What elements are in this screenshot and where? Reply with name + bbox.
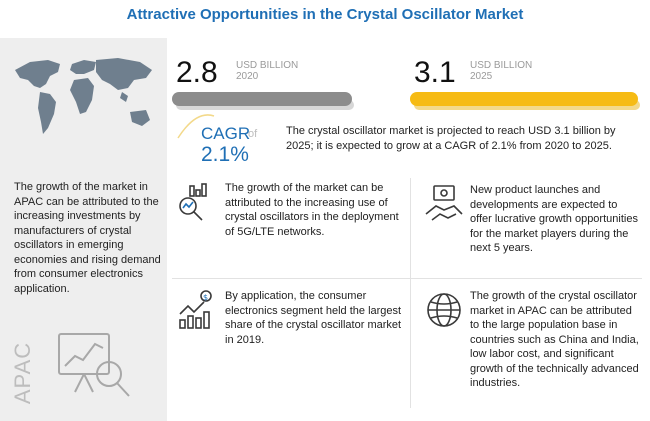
card-apac-growth: The growth of the crystal oscillator mar… bbox=[470, 290, 639, 389]
market-unit-2025: USD BILLION 2025 bbox=[470, 60, 532, 82]
horizontal-divider bbox=[172, 278, 642, 279]
market-value-2025: 3.1 bbox=[414, 56, 456, 89]
year-label-2020: 2020 bbox=[236, 71, 259, 82]
left-panel-text: The growth of the market in APAC can be … bbox=[14, 181, 161, 295]
unit-label-2025: USD BILLION bbox=[470, 60, 533, 71]
page-title: Attractive Opportunities in the Crystal … bbox=[126, 6, 524, 23]
year-label-2025: 2025 bbox=[470, 71, 493, 82]
decorative-arc bbox=[177, 114, 215, 139]
handshake-money-icon bbox=[425, 185, 463, 221]
bar-2020 bbox=[172, 92, 352, 106]
analytics-search-icon bbox=[179, 183, 207, 221]
growth-chart-icon: $ bbox=[179, 290, 212, 329]
unit-label-2020: USD BILLION bbox=[236, 60, 299, 71]
cagr-text: The crystal oscillator market is project… bbox=[286, 125, 616, 152]
globe-icon bbox=[427, 293, 461, 327]
svg-text:$: $ bbox=[203, 293, 208, 302]
card-5g-lte: The growth of the market can be attribut… bbox=[225, 182, 399, 238]
card-consumer-electronics: By application, the consumer electronics… bbox=[225, 290, 402, 346]
cagr-of: of bbox=[248, 128, 258, 140]
apac-analysis-icon bbox=[58, 333, 130, 397]
card-product-launches: New product launches and developments ar… bbox=[470, 184, 638, 254]
market-unit-2020: USD BILLION 2020 bbox=[236, 60, 298, 82]
cagr-value: 2.1% bbox=[201, 143, 249, 166]
cagr-label: CAGR bbox=[201, 124, 251, 143]
vertical-divider bbox=[410, 178, 411, 408]
world-map-icon bbox=[15, 58, 152, 134]
bar-2025 bbox=[410, 92, 638, 106]
apac-label: APAC bbox=[10, 341, 35, 405]
market-value-2020: 2.8 bbox=[176, 56, 218, 89]
